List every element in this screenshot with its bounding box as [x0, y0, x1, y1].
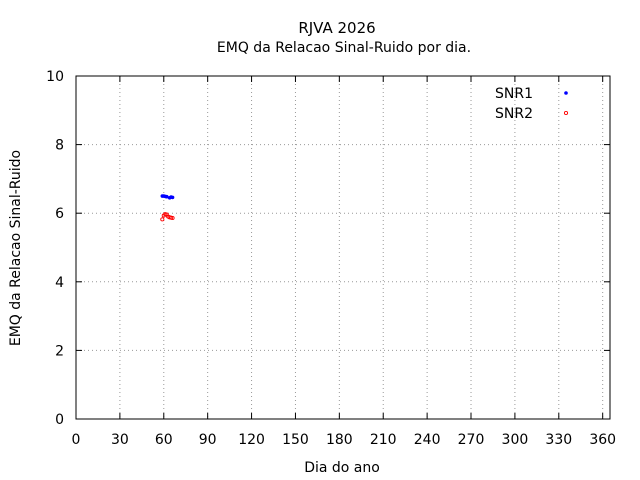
grid: [76, 76, 610, 419]
y-tick-label: 0: [55, 412, 64, 428]
y-tick-label: 2: [55, 343, 64, 359]
legend-marker-snr1: [564, 91, 568, 95]
legend-label-snr2: SNR2: [495, 106, 533, 122]
y-tick-label: 8: [55, 138, 64, 154]
chart-title: RJVA 2026: [298, 19, 375, 37]
x-tick-label: 300: [502, 432, 529, 448]
x-tick-label: 90: [199, 432, 217, 448]
x-tick-label: 0: [72, 432, 81, 448]
y-tick-label: 10: [46, 69, 64, 85]
x-tick-label: 120: [238, 432, 265, 448]
data-point-snr2: [160, 217, 165, 222]
x-tick-label: 180: [326, 432, 353, 448]
legend: SNR1 SNR2: [495, 86, 569, 122]
x-tick-label: 30: [111, 432, 129, 448]
x-tick-label: 330: [545, 432, 572, 448]
x-tick-label: 210: [370, 432, 397, 448]
x-axis-label: Dia do ano: [304, 460, 380, 476]
legend-marker-snr2: [563, 110, 569, 116]
chart-subtitle: EMQ da Relacao Sinal-Ruido por dia.: [217, 40, 471, 56]
x-tick-label: 60: [155, 432, 173, 448]
data-point-snr2: [170, 215, 175, 221]
plot-frame: [75, 75, 611, 420]
x-tick-label: 150: [282, 432, 309, 448]
legend-label-snr1: SNR1: [495, 86, 533, 102]
y-axis-label: EMQ da Relacao Sinal-Ruido: [8, 150, 24, 346]
y-tick-label: 4: [55, 275, 64, 291]
x-tick-label: 360: [589, 432, 616, 448]
ticks: 0 30 60 90 120 150 180 210 240 270 300 330 360 0 2 4 6 8 1…: [46, 69, 616, 448]
y-tick-label: 6: [55, 206, 64, 222]
x-tick-label: 240: [414, 432, 441, 448]
x-tick-label: 270: [458, 432, 485, 448]
data-point-snr1: [164, 194, 169, 199]
data-points: [160, 194, 175, 222]
data-point-snr1: [170, 195, 175, 200]
